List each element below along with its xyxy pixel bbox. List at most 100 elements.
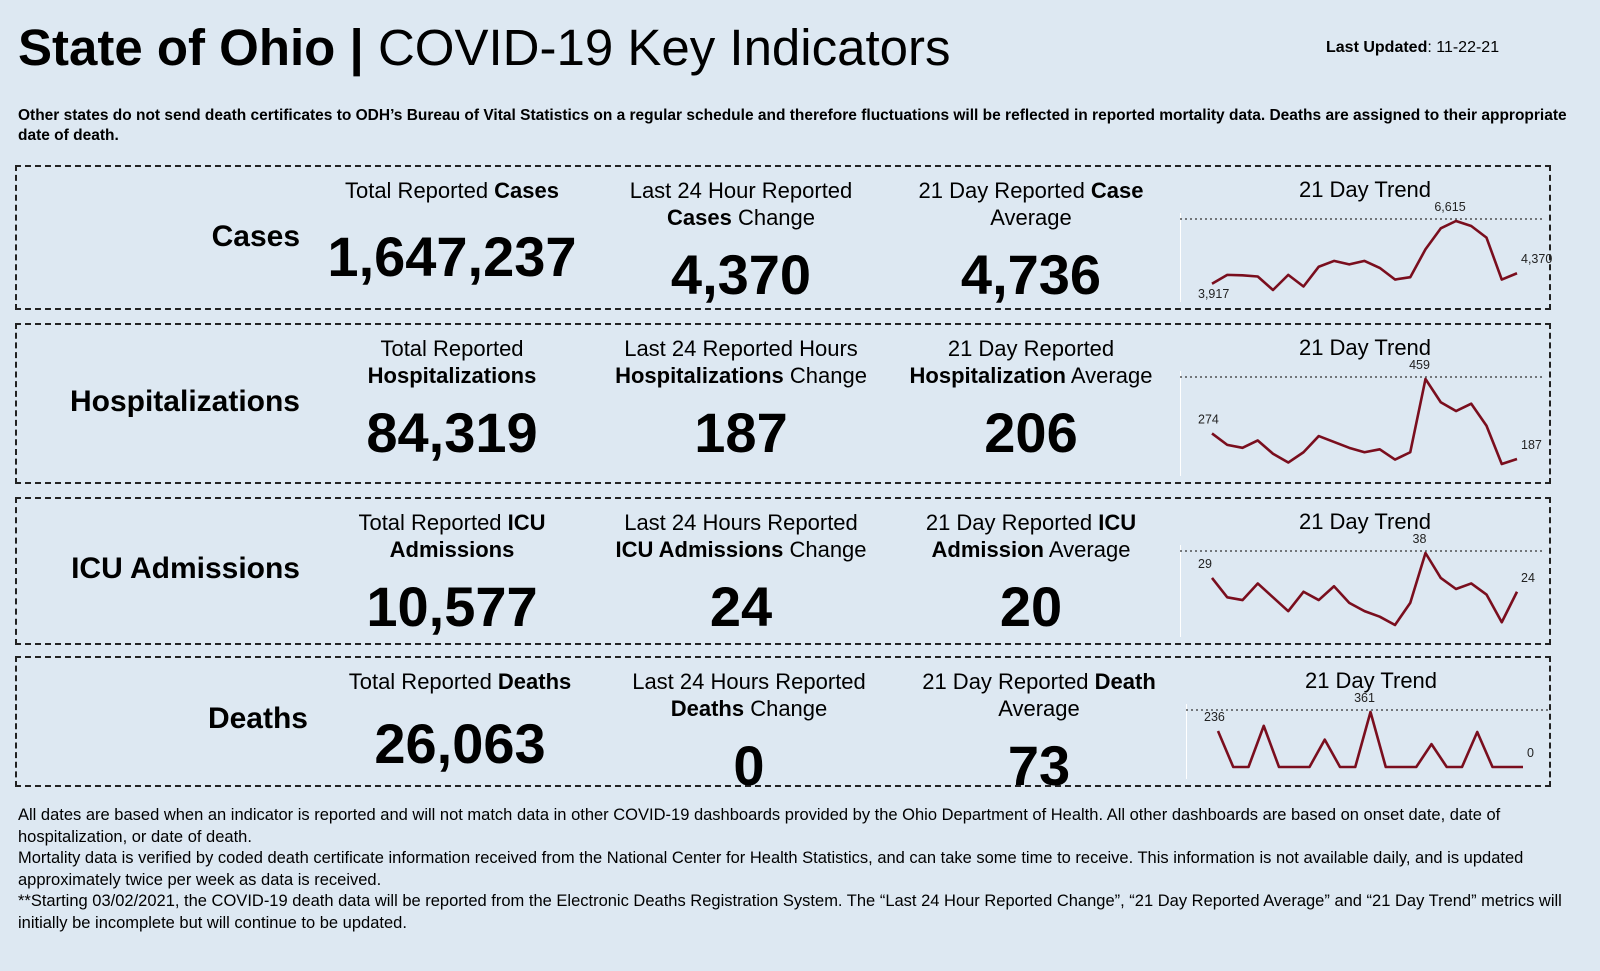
label-line: Average: [894, 695, 1184, 722]
label-part: ICU: [507, 510, 546, 535]
trend-title: 21 Day Trend: [1298, 335, 1432, 360]
label-line: Total Reported Cases: [307, 177, 597, 204]
label-line: Total Reported: [307, 335, 597, 362]
note: Other states do not send death certifica…: [18, 107, 1567, 144]
label-part: Deaths: [497, 669, 572, 694]
metric-label: Total Reported Hospitalizations: [307, 335, 597, 389]
label-part: Cases: [666, 205, 732, 230]
metric-value: 187: [694, 401, 788, 464]
label-line: Admissions: [307, 536, 597, 563]
label-part: 21 Day Reported: [947, 336, 1115, 361]
metric-value: 84,319: [366, 401, 538, 464]
label-line: Total Reported Deaths: [315, 668, 605, 695]
metric-value: 1,647,237: [327, 225, 577, 288]
label-line: Average: [886, 204, 1176, 231]
value-label: 29: [1198, 557, 1212, 571]
row-name: ICU Admissions: [71, 552, 300, 585]
metric-value: 10,577: [366, 575, 538, 638]
page-title: State of Ohio | COVID-19 Key Indicators: [18, 18, 951, 77]
metric-label: Last 24 Hour Reported Cases Change: [596, 177, 886, 231]
label-part: Total Reported: [344, 178, 495, 203]
trend-title: 21 Day Trend: [1298, 509, 1432, 534]
label-line: Last 24 Hour Reported: [596, 177, 886, 204]
trend-line: [1211, 219, 1518, 292]
title-bold: State of Ohio |: [18, 19, 364, 76]
value-label: 24: [1521, 571, 1535, 585]
value-label: 274: [1198, 412, 1219, 426]
label-part: Total Reported: [358, 510, 508, 535]
label-line: Last 24 Reported Hours: [596, 335, 886, 362]
label-part: Average: [1044, 537, 1131, 562]
trend-line: [1211, 377, 1518, 466]
label-part: Last 24 Hour Reported: [629, 178, 853, 203]
label-line: Admission Average: [886, 536, 1176, 563]
label-line: Last 24 Hours Reported: [596, 509, 886, 536]
label-part: 21 Day Reported: [918, 178, 1091, 203]
value-label: 6,615: [1434, 200, 1465, 214]
row-box: [15, 497, 1551, 645]
label-line: 21 Day Reported Case: [886, 177, 1176, 204]
sparkline: 236 361 0: [1186, 691, 1550, 779]
label-part: Cases: [494, 178, 560, 203]
metric-value: 24: [709, 575, 773, 638]
label-part: Death: [1094, 669, 1156, 694]
sparkline: 29 38 24: [1180, 532, 1544, 637]
metric-label: 21 Day Reported ICU Admission Average: [886, 509, 1176, 563]
trend-title: 21 Day Trend: [1304, 668, 1438, 693]
value-label: 361: [1354, 691, 1375, 705]
label-part: Change: [731, 205, 816, 230]
metric-value: 4,370: [670, 243, 812, 306]
label-part: Last 24 Reported Hours: [624, 336, 858, 361]
label-line: Hospitalizations: [307, 362, 597, 389]
footer-paragraph: **Starting 03/02/2021, the COVID-19 deat…: [18, 892, 1562, 932]
label-part: Total Reported: [348, 669, 498, 694]
label-line: Deaths Change: [604, 695, 894, 722]
metric-value: 26,063: [374, 712, 546, 775]
label-part: Change: [744, 696, 828, 721]
row-name: Deaths: [207, 702, 308, 735]
updated-value: : 11-22-21: [1427, 39, 1500, 56]
metric-label: 21 Day Reported Case Average: [886, 177, 1176, 231]
metric-label: Total Reported Deaths: [315, 668, 605, 695]
label-part: Deaths: [670, 696, 745, 721]
label-part: Admissions: [389, 537, 515, 562]
metric-value: 73: [1007, 734, 1071, 797]
value-label: 38: [1413, 532, 1427, 546]
label-line: Hospitalizations Change: [596, 362, 886, 389]
value-label: 236: [1204, 710, 1225, 724]
metric-value: 0: [733, 734, 765, 797]
metric-value: 206: [984, 401, 1078, 464]
label-line: Cases Change: [596, 204, 886, 231]
value-label: 187: [1521, 438, 1542, 452]
label-part: Average: [990, 205, 1072, 230]
metric-label: Total Reported ICU Admissions: [307, 509, 597, 563]
updated-label: Last Updated: [1326, 39, 1428, 56]
footer-paragraph: Mortality data is verified by coded deat…: [18, 849, 1524, 889]
label-part: ICU Admissions: [615, 537, 784, 562]
label-part: Average: [1066, 363, 1153, 388]
row-box: [15, 656, 1551, 787]
row-box: [15, 323, 1551, 484]
label-part: 21 Day Reported: [922, 669, 1095, 694]
label-line: ICU Admissions Change: [596, 536, 886, 563]
trend-line: [1216, 710, 1523, 769]
footer-paragraph: All dates are based when an indicator is…: [18, 806, 1501, 846]
metric-label: 21 Day Reported Death Average: [894, 668, 1184, 722]
row-box: [15, 165, 1551, 310]
metric-label: Total Reported Cases: [307, 177, 597, 204]
label-line: 21 Day Reported: [886, 335, 1176, 362]
label-part: Admission: [931, 537, 1044, 562]
value-label: 4,370: [1521, 252, 1552, 266]
sparkline: 274 459 187: [1180, 358, 1544, 476]
label-part: Last 24 Hours Reported: [624, 510, 858, 535]
label-part: 21 Day Reported: [925, 510, 1099, 535]
label-part: Hospitalization: [909, 363, 1066, 388]
metric-label: Last 24 Hours Reported ICU Admissions Cha…: [596, 509, 886, 563]
label-line: 21 Day Reported Death: [894, 668, 1184, 695]
label-part: ICU: [1098, 510, 1137, 535]
trend-title: 21 Day Trend: [1298, 177, 1432, 202]
label-line: 21 Day Reported ICU: [886, 509, 1176, 536]
label-part: Change: [783, 537, 867, 562]
label-part: Hospitalizations: [367, 363, 537, 388]
